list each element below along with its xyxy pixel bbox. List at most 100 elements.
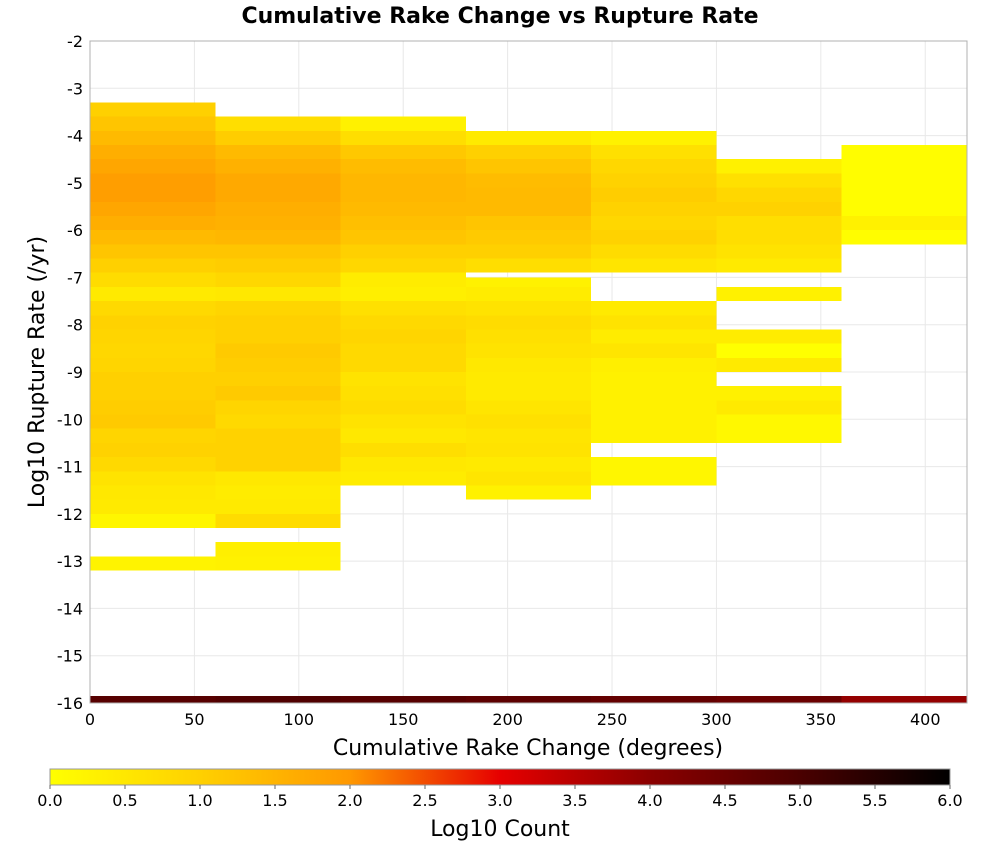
heatmap-cell [465,428,592,443]
heatmap-cell [90,215,216,231]
heatmap-cell [465,485,592,500]
heatmap-cell [90,343,216,358]
heatmap-cell [465,442,592,458]
heatmap-cell [591,695,717,703]
heatmap-cell [465,400,592,415]
heatmap-cell [215,372,341,387]
heatmap-cell [215,695,341,703]
heatmap-cell [215,145,341,160]
y-tick-label: -10 [57,410,83,429]
heatmap-cell [215,485,341,500]
heatmap-cell [90,499,216,514]
heatmap-cell [465,301,592,316]
heatmap-cell [90,556,216,571]
heatmap-cell [215,272,341,287]
colorbar-tick-label: 3.0 [487,791,512,810]
x-tick-label: 300 [701,710,732,729]
y-tick-label: -4 [67,127,83,146]
heatmap-cell [90,201,216,216]
heatmap-cell [841,145,967,160]
heatmap-cell [215,414,341,429]
heatmap-cell [340,130,466,146]
heatmap-cell [90,357,216,372]
heatmap-cell [340,201,466,216]
x-tick-label: 50 [184,710,204,729]
heatmap-cell [90,173,216,188]
heatmap-cell [340,286,466,302]
colorbar-tick-label: 2.0 [337,791,362,810]
plot-area [89,40,968,704]
colorbar-tick-label: 5.5 [862,791,887,810]
colorbar-ticks: 0.0 0.5 1.0 1.5 2.0 2.5 3.0 3.5 4.0 4.5 5.0 5.5 6.0 [37,785,963,810]
heatmap-cell [215,499,341,514]
heatmap-cell [465,315,592,330]
heatmap-cell [591,400,717,415]
heatmap-cell [215,357,341,372]
heatmap-cell [716,173,842,188]
heatmap-cell [340,215,466,231]
heatmap-cell [215,428,341,443]
heatmap-cell [90,145,216,160]
colorbar-tick-label: 3.5 [562,791,587,810]
heatmap-cell [215,329,341,344]
heatmap-cell [215,556,341,571]
heatmap-cell [465,145,592,160]
heatmap-cell [465,244,592,259]
heatmap-cell [591,258,717,273]
heatmap-cell [215,258,341,273]
colorbar-tick-label: 0.5 [112,791,137,810]
heatmap-cell [340,471,466,486]
colorbar-tick-label: 2.5 [412,791,437,810]
heatmap-cell [215,215,341,231]
x-tick-label: 200 [492,710,523,729]
y-tick-label: -11 [57,458,83,477]
heatmap-cell [215,201,341,216]
y-tick-label: -3 [67,79,83,98]
heatmap-cell [591,187,717,202]
heatmap-cell [591,386,717,401]
x-tick-label: 350 [806,710,837,729]
colorbar-tick-label: 4.0 [637,791,662,810]
heatmap-cell [716,329,842,344]
heatmap-cell [340,695,466,703]
heatmap-cell [465,414,592,429]
heatmap-cell [465,130,592,146]
colorbar-tick-label: 5.0 [787,791,812,810]
y-tick-label: -9 [67,363,83,382]
heatmap-cell [90,485,216,500]
colorbar-tick-label: 1.0 [187,791,212,810]
heatmap-cell [716,414,842,429]
heatmap-cell [340,386,466,401]
y-axis-ticks: -2 -3 -4 -5 -6 -7 -8 -9 -10 -11 -12 -13 -14 -15 -16 [57,32,83,713]
heatmap-cell [340,187,466,202]
heatmap-cell [340,244,466,259]
heatmap-cell [340,116,466,131]
heatmap-cell [90,130,216,146]
heatmap-cell [716,258,842,273]
heatmap-cell [465,286,592,302]
heatmap-cell [591,130,717,146]
heatmap-cell [215,513,341,529]
heatmap-cell [90,230,216,245]
heatmap-cell [716,159,842,174]
heatmap-cell [215,301,341,316]
heatmap-cell [465,201,592,216]
heatmap-cell [90,372,216,387]
heatmap-cell [465,329,592,344]
heatmap-cell [90,513,216,529]
heatmap-cell [841,230,967,245]
heatmap-cell [340,357,466,372]
heatmap-cell [90,258,216,273]
y-tick-label: -6 [67,221,83,240]
heatmap-cell [340,343,466,358]
heatmap-cell [465,277,592,287]
heatmap-cell [465,159,592,174]
heatmap-cell [90,286,216,302]
heatmap-cell [716,400,842,415]
heatmap-cell [215,230,341,245]
heatmap-cell [716,357,842,372]
heatmap-cell [340,145,466,160]
y-tick-label: -5 [67,174,83,193]
heatmap-cell [841,159,967,174]
heatmap-cell [90,414,216,429]
